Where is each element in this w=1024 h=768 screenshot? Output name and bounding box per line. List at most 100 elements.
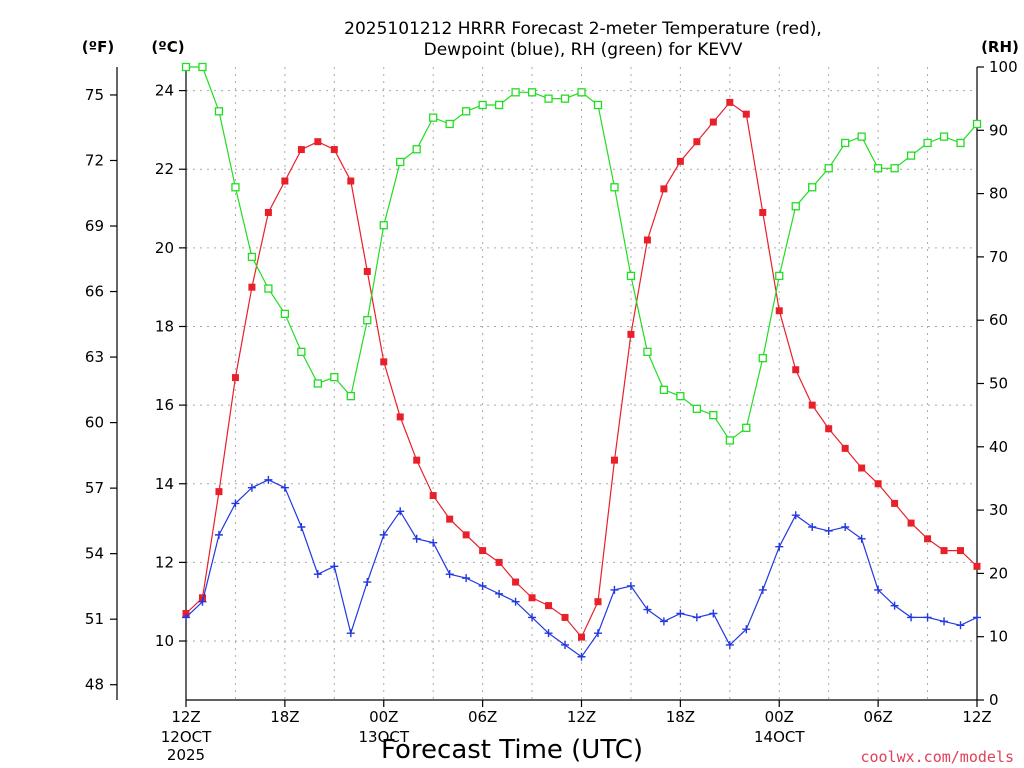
c-tick-label: 18	[155, 317, 174, 335]
c-tick-label: 12	[155, 553, 174, 571]
rh-tick-label: 0	[989, 691, 999, 709]
data-point	[791, 202, 800, 211]
data-point	[544, 94, 553, 103]
data-point	[610, 585, 619, 594]
data-point	[396, 413, 404, 421]
data-point	[891, 499, 899, 507]
data-point	[808, 183, 817, 192]
data-point	[693, 138, 701, 146]
data-point	[742, 625, 751, 634]
rh-tick-label: 50	[989, 375, 1008, 393]
data-point	[924, 535, 932, 543]
data-point	[313, 570, 322, 579]
data-point	[264, 284, 273, 293]
data-point	[692, 404, 702, 413]
rh-tick-label: 60	[989, 311, 1008, 329]
data-point	[857, 132, 866, 141]
data-point	[643, 236, 651, 244]
data-point	[446, 515, 454, 523]
data-point	[560, 94, 570, 103]
data-point	[873, 164, 883, 173]
data-point	[445, 570, 454, 579]
data-point	[445, 119, 454, 129]
f-tick-label: 63	[85, 348, 104, 366]
x-tick-label: 12Z	[962, 708, 991, 726]
c-tick-label: 24	[155, 82, 174, 100]
x-tick-label: 06Z	[863, 708, 892, 726]
data-point	[247, 252, 257, 262]
data-point	[923, 613, 932, 622]
data-point	[528, 594, 536, 602]
x-tick-sublabel: 12OCT	[161, 728, 212, 746]
data-point	[330, 562, 339, 571]
data-point	[775, 271, 784, 281]
data-point	[264, 208, 272, 216]
data-point	[594, 598, 602, 606]
data-point	[709, 410, 718, 420]
data-point	[561, 613, 569, 621]
data-point	[512, 578, 520, 586]
data-point	[857, 534, 866, 543]
data-point	[461, 107, 471, 116]
credit-link[interactable]: coolwx.com/models	[860, 748, 1014, 766]
rh-unit-label: (RH)	[981, 38, 1019, 56]
data-point	[577, 88, 586, 97]
rh-tick-label: 20	[989, 564, 1008, 582]
data-point	[528, 613, 537, 622]
data-point	[841, 523, 850, 532]
data-point	[231, 499, 240, 508]
data-point	[659, 617, 668, 626]
data-point	[330, 373, 339, 382]
data-point	[841, 138, 850, 148]
data-point	[626, 581, 635, 590]
data-point	[956, 621, 965, 630]
data-point	[429, 113, 438, 122]
data-point	[182, 613, 190, 622]
data-point	[742, 423, 751, 432]
data-point	[462, 574, 471, 583]
data-point	[379, 530, 388, 539]
data-point	[626, 271, 636, 281]
f-tick-label: 72	[85, 151, 104, 169]
data-point	[792, 366, 800, 374]
data-point	[940, 617, 949, 626]
x-axis-label: Forecast Time (UTC)	[381, 735, 643, 765]
data-point	[973, 562, 981, 570]
data-point	[841, 444, 849, 452]
data-point	[264, 475, 273, 484]
data-point	[198, 62, 207, 72]
f-tick-label: 66	[85, 283, 104, 301]
chart-title-line2: Dewpoint (blue), RH (green) for KEVV	[424, 40, 743, 60]
data-point	[627, 330, 635, 338]
data-point	[578, 633, 585, 641]
data-point	[511, 597, 520, 606]
series-0	[182, 98, 981, 641]
rh-tick-label: 10	[989, 628, 1008, 646]
c-tick-label: 22	[155, 160, 174, 178]
data-point	[412, 534, 421, 543]
data-point	[347, 177, 355, 185]
x-tick-sublabel: 13OCT	[358, 728, 409, 746]
data-point	[479, 547, 487, 555]
data-point	[824, 526, 833, 535]
data-point	[643, 605, 652, 614]
data-point	[495, 558, 503, 566]
data-series	[181, 62, 982, 661]
data-point	[346, 629, 355, 638]
f-tick-label: 75	[85, 86, 104, 104]
data-point	[545, 602, 553, 610]
data-point	[791, 511, 800, 520]
fahrenheit-unit-label: (ºF)	[82, 38, 114, 56]
data-point	[346, 392, 355, 401]
data-point	[593, 100, 603, 110]
data-point	[247, 483, 256, 492]
rh-tick-label: 100	[989, 58, 1018, 76]
data-point	[725, 640, 734, 649]
series-line	[185, 479, 978, 658]
grid-lines	[186, 67, 977, 700]
data-point	[660, 185, 668, 193]
c-tick-label: 10	[155, 632, 174, 650]
f-tick-label: 48	[85, 676, 104, 694]
x-tick-label: 00Z	[369, 708, 398, 726]
data-point	[281, 177, 289, 185]
